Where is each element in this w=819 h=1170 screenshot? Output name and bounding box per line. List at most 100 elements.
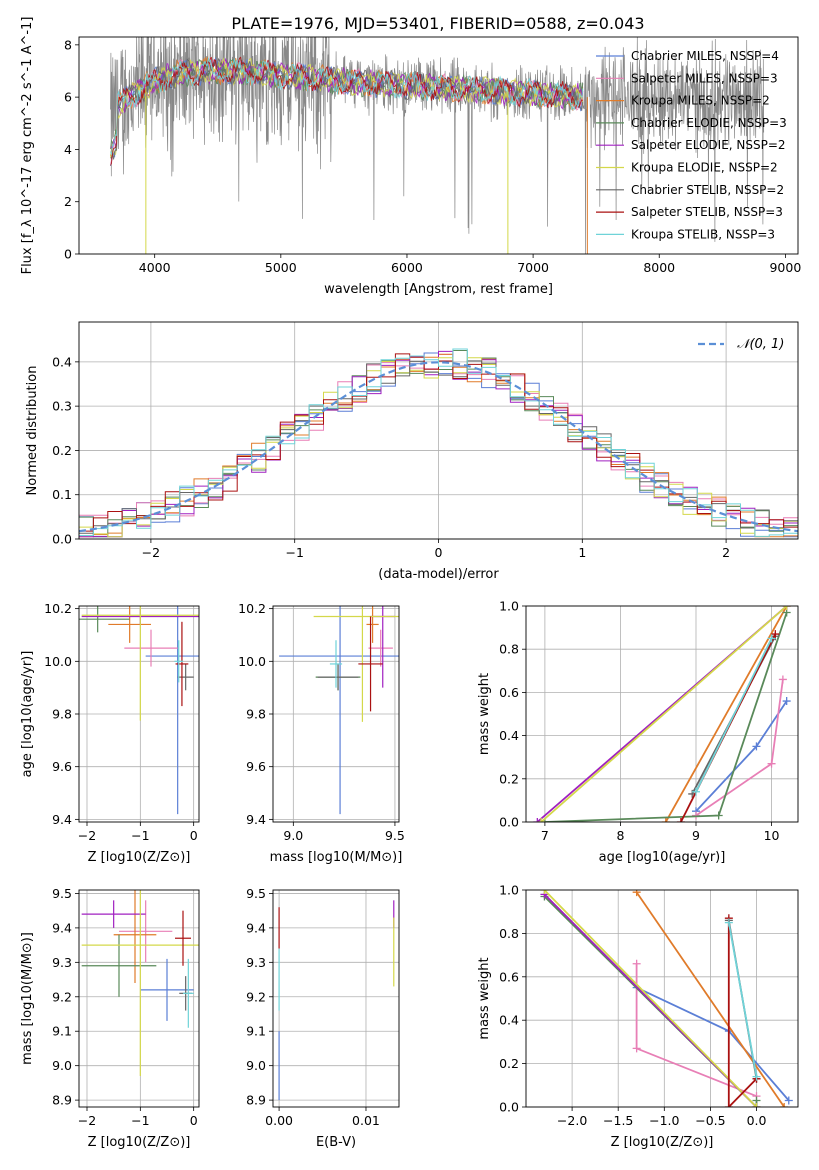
weight-marker	[724, 918, 733, 927]
weight-marker	[632, 890, 641, 897]
y-tick-label: 9.1	[246, 1024, 266, 1039]
y-tick-label: 0	[64, 247, 72, 262]
x-tick-label: −1	[131, 828, 149, 843]
x-tick-label: −1.0	[649, 1113, 679, 1128]
y-axis-label: mass weight	[477, 673, 492, 755]
x-tick-label: 8000	[643, 260, 675, 275]
y-tick-label: 6	[64, 90, 72, 105]
y-tick-label: 0.0	[499, 1100, 519, 1115]
weight-line-kroupa-miles	[635, 891, 785, 1107]
legend-label: Kroupa ELODIE, NSSP=2	[631, 161, 778, 175]
x-tick-label: 7	[541, 828, 549, 843]
x-tick-label: −0.5	[695, 1113, 725, 1128]
y-axis-label: age [log10(age/yr)]	[20, 651, 35, 778]
plot-area-age_vs_mass	[279, 606, 399, 815]
x-tick-label: 9.0	[283, 828, 303, 843]
y-tick-label: 1.0	[499, 599, 519, 614]
y-tick-label: 0.2	[499, 1056, 519, 1071]
gaussian-curve	[79, 361, 798, 533]
y-tick-label: 1.0	[499, 883, 519, 898]
legend-label: Chabrier MILES, NSSP=4	[631, 49, 779, 63]
y-tick-label: 9.2	[52, 989, 72, 1004]
plot-area-residuals	[79, 348, 798, 538]
weight-line-kroupa-elodie	[540, 606, 788, 822]
plot-area-weight_vs_Z	[540, 890, 793, 1107]
plot-area-mass_vs_Z	[81, 890, 199, 1076]
weight-marker	[537, 818, 546, 822]
weight-marker	[540, 890, 549, 894]
panel-mass_vs_Z: −2 −1 0 8.9 9.0 9.1 9.2 9.3 9.4 9.5 Z [log10(Z/Z⊙)…	[20, 886, 200, 1150]
y-tick-label: 9.1	[52, 1024, 72, 1039]
weight-marker	[724, 1103, 733, 1107]
x-tick-label: −1	[285, 545, 303, 560]
y-tick-label: 0.8	[499, 926, 519, 941]
y-tick-label: 9.2	[246, 989, 266, 1004]
y-tick-label: 0.3	[52, 399, 72, 414]
legend-label: Salpeter MILES, NSSP=3	[631, 71, 778, 85]
chart-panels: 4000 5000 6000 7000 8000 900002468wavelength …	[20, 17, 801, 1150]
y-tick-label: 0.2	[52, 443, 72, 458]
y-tick-label: 10.0	[44, 654, 72, 669]
x-axis-label: wavelength [Angstrom, rest frame]	[324, 282, 553, 297]
y-tick-label: 9.5	[52, 886, 72, 901]
x-tick-label: 4000	[139, 260, 171, 275]
x-axis-label: Z [log10(Z/Z⊙)]	[88, 850, 191, 865]
y-tick-label: 0.1	[52, 487, 72, 502]
weight-marker	[692, 787, 700, 796]
weight-line-kroupa-stelib	[727, 922, 758, 1077]
y-tick-label: 0.2	[499, 771, 519, 786]
legend-label: Kroupa MILES, NSSP=2	[631, 94, 770, 108]
panel-age_vs_Z: −2 −1 0 9.4 9.6 9.8 10.0 10.2 Z [log10(Z/Z⊙)] age…	[20, 601, 200, 865]
weight-marker	[784, 1096, 793, 1105]
histogram-chabrier-stelib	[79, 360, 798, 534]
x-tick-label: 0.00	[265, 1113, 293, 1128]
legend-label: Chabrier ELODIE, NSSP=3	[631, 116, 787, 130]
y-tick-label: 4	[64, 142, 72, 157]
y-tick-label: 8	[64, 37, 72, 52]
model-line-chabrier-miles	[110, 57, 583, 167]
y-tick-label: 0.0	[52, 532, 72, 547]
y-tick-label: 9.3	[246, 955, 266, 970]
x-axis-label: E(B-V)	[316, 1135, 356, 1150]
y-tick-label: 9.5	[246, 886, 266, 901]
axes-frame	[272, 889, 400, 1108]
x-tick-label: 8	[616, 828, 624, 843]
legend-label: Salpeter ELODIE, NSSP=2	[631, 138, 786, 152]
y-tick-label: 9.4	[246, 920, 266, 935]
x-axis-label: mass [log10(M/M⊙)]	[270, 850, 403, 865]
y-tick-label: 10.0	[238, 654, 266, 669]
weight-line-kroupa-stelib	[695, 638, 773, 793]
axes-frame	[78, 889, 200, 1108]
x-tick-label: −2	[142, 545, 160, 560]
x-tick-label: 0.0	[747, 1113, 767, 1128]
weight-marker	[752, 1103, 761, 1107]
y-tick-label: 9.4	[52, 812, 72, 827]
weight-line-kroupa-elodie	[543, 890, 758, 1107]
weight-marker	[778, 675, 787, 684]
x-tick-label: 1	[578, 545, 586, 560]
model-line-chabrier-elodie	[110, 58, 584, 150]
x-tick-label: −2	[78, 1113, 96, 1128]
y-tick-label: 0.6	[499, 685, 519, 700]
histogram-kroupa-stelib	[79, 348, 798, 537]
y-tick-label: 10.2	[238, 601, 266, 616]
panel-weight_vs_age: 7 8 9 10 0.0 0.2 0.4 0.6 0.8 1.0 age [log10(age/yr…	[477, 599, 799, 865]
x-tick-label: −2.0	[557, 1113, 587, 1128]
y-tick-label: 9.0	[52, 1058, 72, 1073]
legend-label: Salpeter STELIB, NSSP=3	[631, 205, 783, 219]
y-axis-label: mass [log10(M/M⊙)]	[20, 932, 35, 1065]
y-axis-label: Normed distribution	[25, 366, 40, 496]
x-tick-label: 9.5	[385, 828, 405, 843]
y-tick-label: 9.3	[52, 955, 72, 970]
y-tick-label: 9.4	[52, 920, 72, 935]
spectrum-data-line	[110, 37, 765, 254]
x-tick-label: 10	[764, 828, 780, 843]
x-axis-label: Z [log10(Z/Z⊙)]	[88, 1135, 191, 1150]
y-tick-label: 0.6	[499, 969, 519, 984]
figure-title: PLATE=1976, MJD=53401, FIBERID=0588, z=0…	[231, 14, 644, 33]
y-tick-label: 9.0	[246, 1058, 266, 1073]
x-tick-label: −1.5	[603, 1113, 633, 1128]
x-tick-label: 5000	[265, 260, 297, 275]
x-axis-label: (data-model)/error	[378, 567, 499, 582]
